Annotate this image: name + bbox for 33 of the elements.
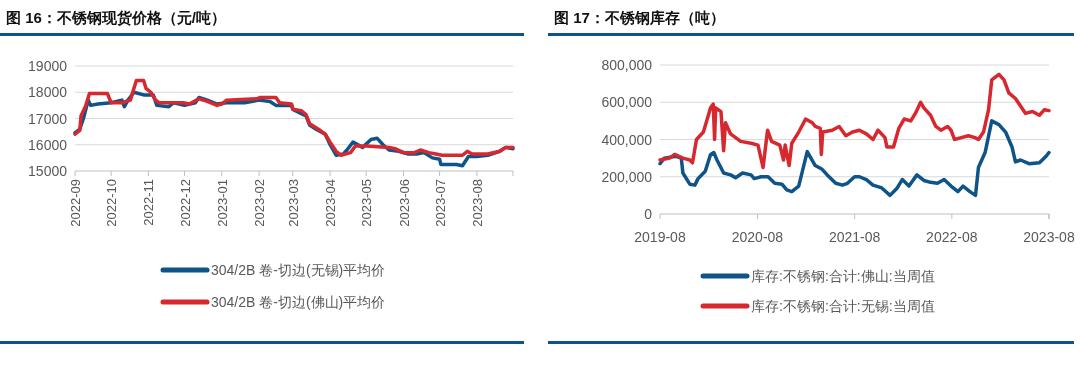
y-tick-label: 0 [644,206,653,222]
y-tick-label: 19000 [28,58,68,74]
y-tick-label: 18000 [28,84,68,101]
x-tick-label: 2021-08 [828,229,881,245]
x-tick-label: 2023-07 [432,179,448,227]
y-tick-label: 200,000 [601,168,653,185]
chart-title: 图 16：不锈钢现货价格（元/吨） [6,9,227,26]
legend-label: 304/2B 卷-切边(无锡)平均价 [211,262,386,278]
legend-label: 304/2B 卷-切边(佛山)平均价 [211,294,386,310]
x-tick-label: 2022-08 [926,229,978,245]
y-tick-label: 400,000 [601,131,653,148]
x-tick-label: 2023-05 [359,179,375,227]
x-tick-label: 2022-11 [141,179,157,226]
y-tick-label: 17000 [28,110,68,127]
x-tick-label: 2019-08 [634,229,686,245]
x-tick-label: 2023-04 [323,179,339,227]
y-tick-label: 15000 [28,163,68,179]
x-tick-label: 2022-10 [104,179,120,227]
legend-label: 库存:不锈钢:合计:无锡:当周值 [751,298,935,314]
x-tick-label: 2023-06 [396,179,412,227]
x-tick-label: 2023-08 [1023,229,1075,245]
x-tick-label: 2022-12 [177,179,193,227]
y-tick-label: 16000 [28,136,68,153]
x-tick-label: 2023-08 [469,179,485,227]
x-tick-label: 2020-08 [731,229,784,245]
chart-title: 图 17：不锈钢库存（吨） [554,9,725,26]
x-tick-label: 2023-03 [285,179,301,227]
y-tick-label: 600,000 [601,94,653,111]
legend-label: 库存:不锈钢:合计:佛山:当周值 [751,268,935,284]
x-tick-label: 2023-02 [252,179,268,227]
y-tick-label: 800,000 [601,57,653,73]
x-tick-label: 2022-09 [68,179,83,227]
x-tick-label: 2023-01 [214,179,230,227]
